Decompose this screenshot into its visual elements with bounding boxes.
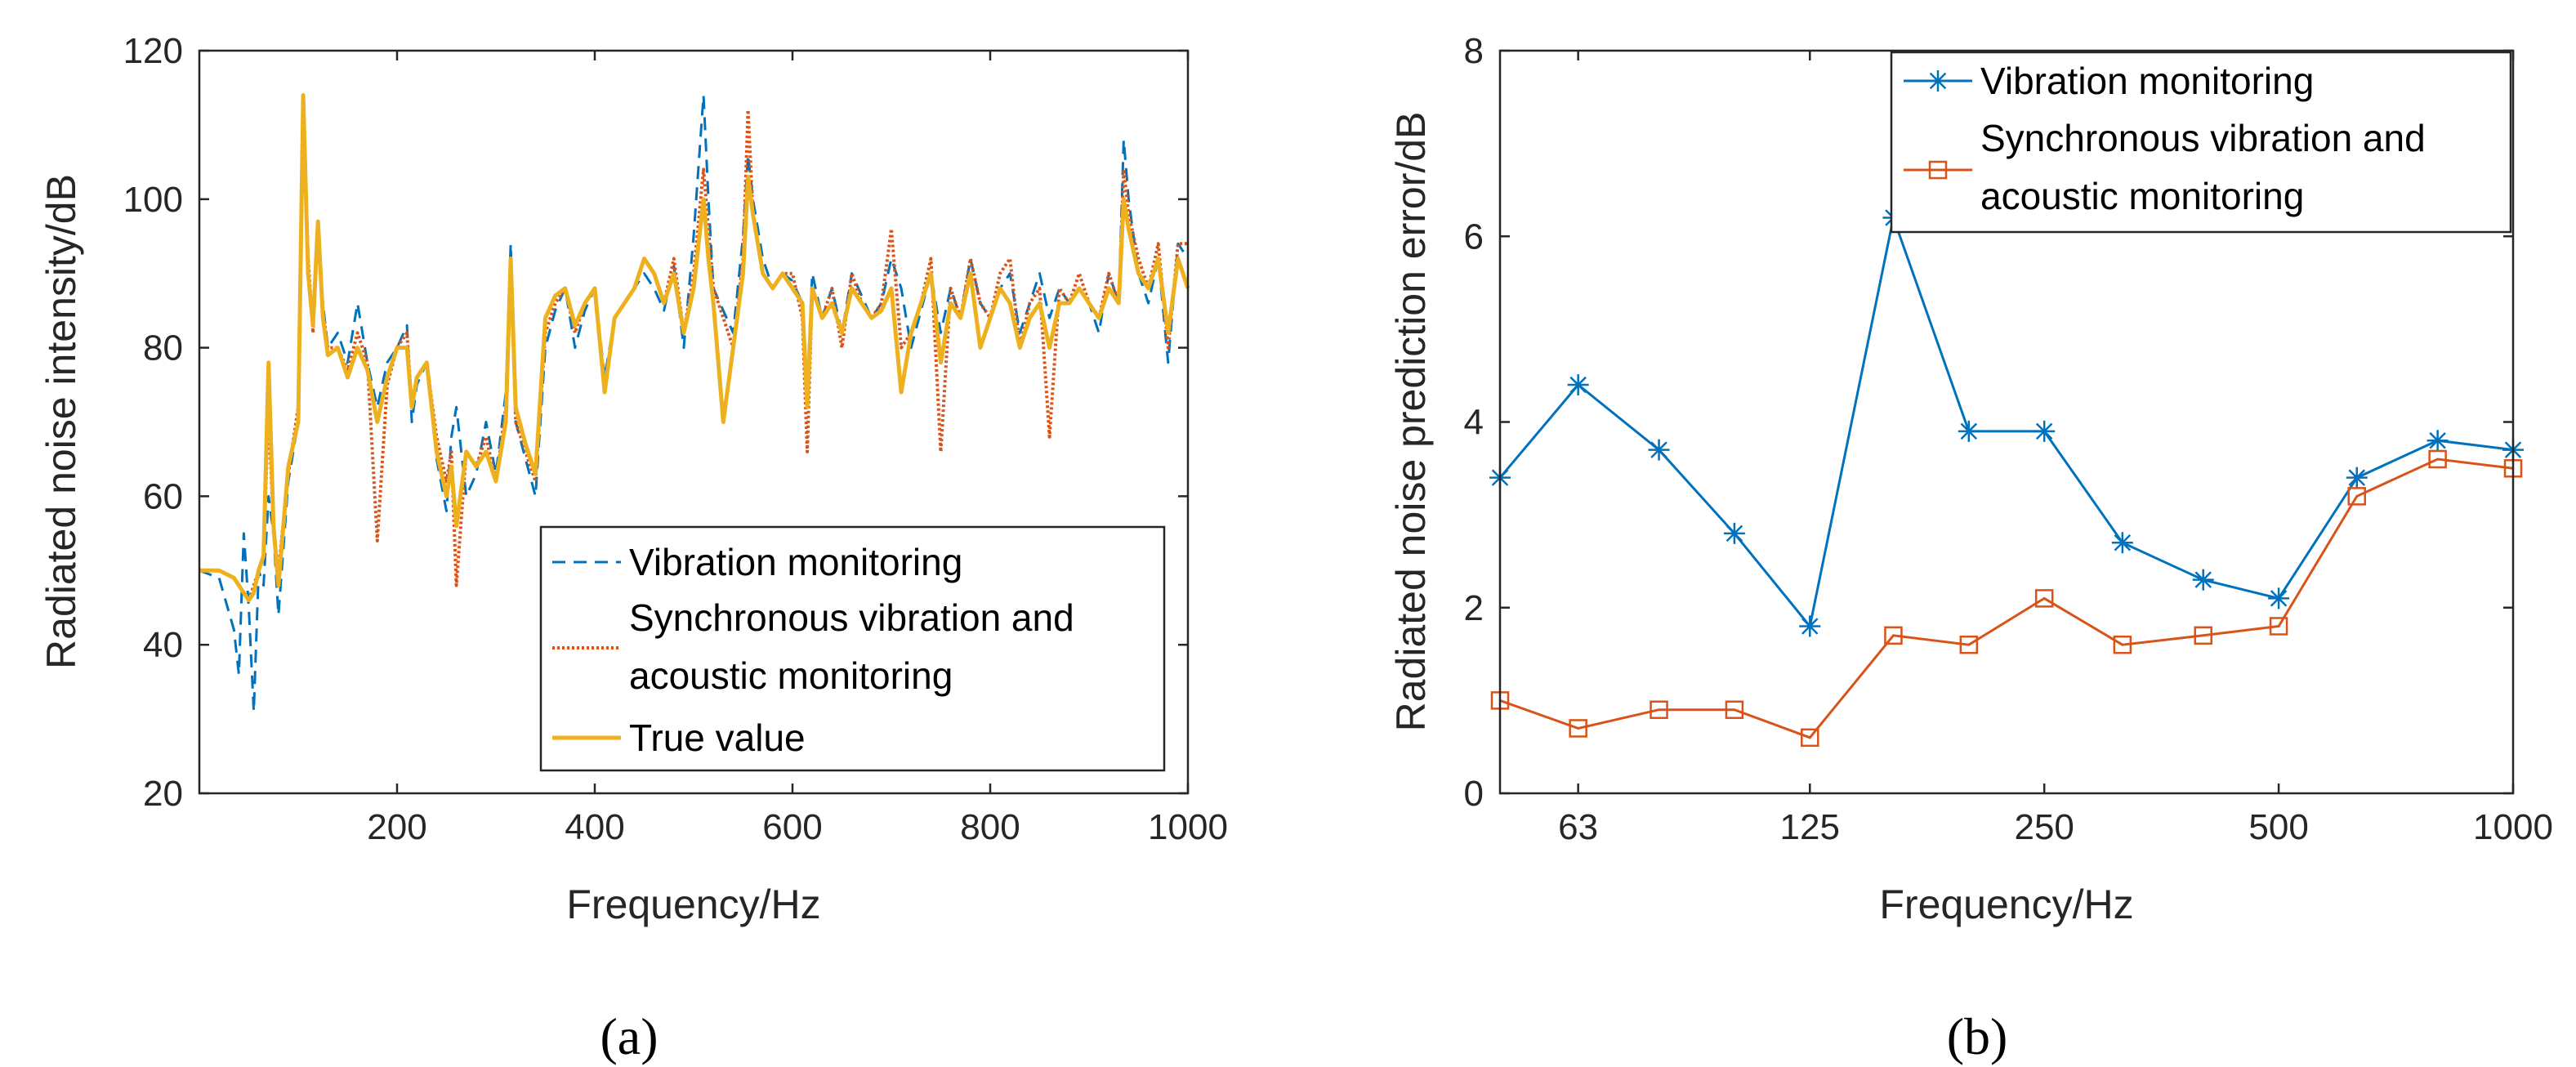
chart-b-point-vibration: [1567, 374, 1589, 396]
asterisk-stroke: [1801, 618, 1819, 635]
chart-b-xtick-label: 63: [1558, 807, 1598, 847]
chart-a-ytick-label: 80: [143, 328, 183, 368]
chart-a-series: [199, 93, 1190, 713]
chart-b-point-synchronous: [1959, 635, 1979, 654]
chart-b-point-synchronous: [1884, 626, 1903, 645]
legend-a-true-label: True value: [629, 717, 806, 759]
chart-b-xtick-label: 500: [2248, 807, 2308, 847]
chart-a: 200 400 600 800 1000 20 40 60 80 100 120 Frequency…: [38, 31, 1228, 927]
chart-b-ytick-label: 0: [1464, 774, 1484, 814]
chart-a-xtick-label: 600: [762, 807, 822, 847]
chart-b-ylabel: Radiated noise prediction error/dB: [1388, 112, 1434, 732]
chart-b-point-vibration: [2268, 587, 2290, 609]
asterisk-stroke: [2114, 534, 2132, 551]
chart-b-point-vibration: [1799, 615, 1821, 637]
chart-a-series-true-value: [199, 93, 1190, 603]
chart-a-ytick-label: 20: [143, 774, 183, 814]
panel-a-caption: (a): [600, 1007, 658, 1065]
asterisk-stroke: [1960, 422, 1978, 440]
chart-b-point-vibration: [2346, 467, 2368, 489]
chart-b-line-synchronous: [1499, 458, 2514, 739]
chart-b-point-vibration: [2111, 532, 2133, 554]
chart-b-point-synchronous: [2034, 589, 2054, 608]
asterisk-stroke: [2035, 422, 2053, 440]
chart-b-legend-box: [1890, 51, 2512, 234]
chart-b-ytick-label: 8: [1464, 31, 1484, 71]
asterisk-stroke: [1569, 376, 1587, 394]
chart-b-point-synchronous: [1801, 728, 1819, 748]
chart-b-xtick-label: 125: [1780, 807, 1840, 847]
chart-a-ytick-label: 120: [123, 31, 183, 71]
chart-b-xtick-label: 1000: [2473, 807, 2553, 847]
chart-a-xtick-label: 800: [960, 807, 1020, 847]
chart-b-point-vibration: [1723, 522, 1745, 544]
asterisk-stroke: [1650, 441, 1667, 458]
chart-b-point-synchronous: [1650, 700, 1668, 719]
chart-a-ticks: 200 400 600 800 1000 20 40 60 80 100 120: [123, 31, 1228, 847]
asterisk-stroke: [2194, 571, 2212, 588]
chart-b-point-synchronous: [1569, 719, 1587, 738]
legend-b-synchronous-label-line2: acoustic monitoring: [1980, 175, 2304, 217]
chart-b-legend: Vibration monitoring Synchronous vibrati…: [1890, 51, 2512, 234]
chart-a-legend: Vibration monitoring Synchronous vibrati…: [539, 525, 1166, 772]
chart-b-point-synchronous: [2113, 635, 2132, 654]
chart-b-point-vibration: [1648, 439, 1670, 461]
chart-b-point-synchronous: [2194, 626, 2212, 645]
chart-b-point-synchronous: [2428, 449, 2447, 469]
chart-b-ytick-label: 4: [1464, 403, 1484, 443]
legend-b-synchronous-marker: [1928, 160, 1948, 180]
chart-b-point-vibration: [2034, 420, 2056, 442]
chart-b-line-vibration: [1498, 212, 2514, 629]
chart-b-point-synchronous: [2347, 487, 2367, 506]
chart-a-ytick-label: 60: [143, 476, 183, 516]
panel-b-caption: (b): [1947, 1007, 2008, 1065]
chart-b: 63 125 250 500 1000 0 2 4 6 8 Frequency/Hz Radiat…: [1388, 31, 2553, 927]
chart-b-ytick-label: 6: [1464, 217, 1484, 257]
legend-b-synchronous-label-line1: Synchronous vibration and: [1980, 117, 2426, 159]
asterisk-stroke: [2429, 431, 2446, 449]
asterisk-stroke: [2348, 469, 2365, 486]
legend-b-vibration-label: Vibration monitoring: [1980, 60, 2314, 102]
chart-b-point-synchronous: [2269, 617, 2288, 636]
chart-b-xtick-label: 250: [2014, 807, 2074, 847]
legend-a-vibration-label: Vibration monitoring: [629, 541, 962, 583]
chart-a-axes-box: [198, 49, 1190, 795]
chart-b-point-vibration: [2426, 430, 2449, 452]
asterisk-stroke: [1726, 525, 1743, 542]
chart-a-ytick-label: 40: [143, 625, 183, 665]
chart-b-ytick-label: 2: [1464, 588, 1484, 628]
asterisk-stroke: [2270, 590, 2288, 607]
chart-b-point-vibration: [2192, 569, 2214, 591]
chart-b-point-synchronous: [1725, 700, 1744, 719]
chart-a-xtick-label: 1000: [1148, 807, 1228, 847]
chart-b-xlabel: Frequency/Hz: [1879, 882, 2133, 927]
legend-b-vibration-marker: [1927, 70, 1949, 92]
chart-b-ticks: 63 125 250 500 1000 0 2 4 6 8: [1464, 31, 2553, 847]
chart-a-ytick-label: 100: [123, 180, 183, 220]
chart-a-ylabel: Radiated noise intensity/dB: [38, 174, 84, 669]
asterisk-stroke: [1929, 72, 1947, 90]
chart-a-legend-box: [539, 525, 1166, 772]
chart-b-point-vibration: [1958, 420, 1980, 442]
chart-b-axes-box: [1498, 49, 2515, 795]
legend-a-synchronous-label-line2: acoustic monitoring: [629, 654, 953, 697]
legend-b-asterisk: [1927, 70, 1949, 92]
legend-a-synchronous-label-line1: Synchronous vibration and: [629, 596, 1074, 639]
chart-a-xlabel: Frequency/Hz: [566, 882, 820, 927]
chart-a-xtick-label: 400: [565, 807, 624, 847]
legend-b-square: [1928, 160, 1948, 180]
chart-a-xtick-label: 200: [367, 807, 426, 847]
